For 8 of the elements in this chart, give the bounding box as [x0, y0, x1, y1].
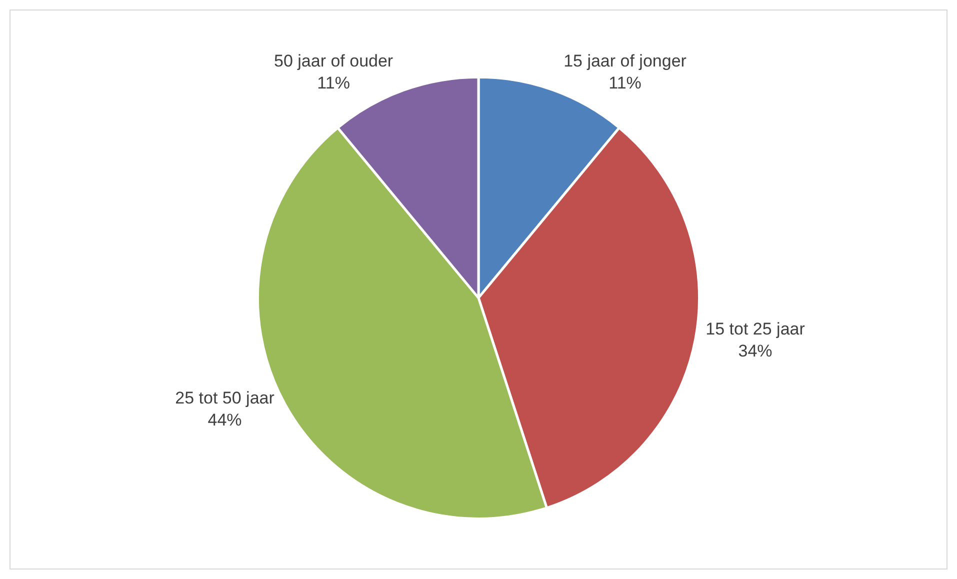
slice-label: 15 jaar of jonger — [564, 51, 687, 70]
slice-label: 50 jaar of ouder — [274, 51, 394, 70]
data-label: 44% — [208, 410, 242, 430]
data-label: 11% — [317, 73, 350, 92]
data-label: 11% — [608, 73, 642, 92]
slice-label: 25 tot 50 jaar — [175, 388, 275, 408]
slice-label: 15 tot 25 jaar — [706, 319, 806, 338]
data-label: 34% — [738, 342, 772, 361]
